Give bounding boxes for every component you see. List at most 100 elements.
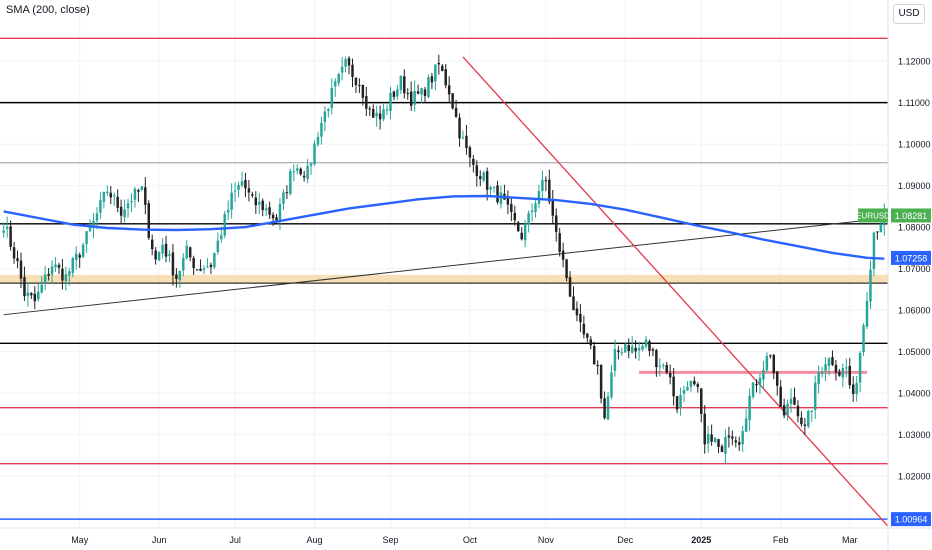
candle-body bbox=[606, 396, 610, 420]
candle-body bbox=[423, 89, 427, 96]
candle-body bbox=[444, 69, 447, 86]
candle-body bbox=[807, 410, 810, 427]
trendline-black[interactable] bbox=[3, 217, 888, 316]
y-tick-label: 1.03000 bbox=[898, 430, 931, 440]
candle-body bbox=[182, 257, 185, 271]
candle-body bbox=[700, 388, 703, 414]
candle-body bbox=[696, 384, 700, 387]
candle-body bbox=[458, 117, 461, 139]
candle-body bbox=[720, 446, 724, 453]
candle-body bbox=[161, 244, 164, 254]
candle-body bbox=[351, 64, 354, 77]
candle-body bbox=[50, 266, 54, 275]
candle-body bbox=[247, 188, 251, 193]
candle-body bbox=[74, 253, 78, 260]
candle-body bbox=[382, 109, 385, 120]
candle-body bbox=[834, 364, 838, 373]
sma-value-tag bbox=[891, 250, 931, 265]
candle-body bbox=[285, 192, 289, 194]
y-tick-label: 1.04000 bbox=[898, 389, 931, 399]
candle-body bbox=[40, 284, 43, 293]
candle-body bbox=[727, 435, 731, 438]
candle-body bbox=[5, 227, 9, 230]
candle-body bbox=[603, 398, 606, 419]
candle-body bbox=[9, 226, 12, 247]
candle-body bbox=[689, 380, 693, 387]
candle-body bbox=[855, 382, 858, 395]
candle-body bbox=[168, 254, 171, 256]
candle-body bbox=[475, 165, 479, 177]
candle-body bbox=[175, 274, 178, 279]
candle-body bbox=[264, 208, 268, 211]
candle-body bbox=[375, 112, 378, 117]
currency-button[interactable]: USD bbox=[893, 4, 925, 24]
candle-body bbox=[648, 341, 651, 351]
candle-body bbox=[879, 224, 883, 233]
candle-body bbox=[682, 390, 686, 394]
candle-body bbox=[109, 192, 113, 198]
candle-body bbox=[561, 250, 565, 260]
candle-body bbox=[140, 186, 144, 190]
candle-body bbox=[772, 354, 776, 374]
candle-body bbox=[130, 201, 133, 203]
candle-body bbox=[492, 186, 496, 188]
candle-body bbox=[838, 371, 841, 376]
candle-body bbox=[251, 194, 254, 196]
candle-body bbox=[872, 232, 876, 269]
candle-body bbox=[337, 73, 340, 84]
support-zone bbox=[0, 274, 888, 284]
candle-body bbox=[575, 308, 579, 316]
candle-body bbox=[572, 296, 575, 311]
candle-body bbox=[137, 190, 140, 192]
candle-body bbox=[534, 203, 537, 212]
candle-body bbox=[554, 215, 558, 232]
candle-body bbox=[537, 191, 541, 204]
candle-body bbox=[147, 203, 151, 238]
candle-body bbox=[820, 371, 824, 374]
candle-body bbox=[354, 77, 358, 86]
candle-body bbox=[178, 270, 182, 281]
candle-body bbox=[710, 434, 713, 442]
candle-body bbox=[2, 230, 5, 233]
candle-body bbox=[403, 76, 406, 94]
candle-body bbox=[461, 137, 465, 139]
candle-body bbox=[479, 176, 482, 179]
candle-body bbox=[299, 168, 302, 175]
candle-body bbox=[420, 88, 423, 95]
trendline-red[interactable] bbox=[462, 56, 889, 527]
candle-body bbox=[865, 300, 869, 327]
candle-body bbox=[862, 325, 865, 353]
candle-body bbox=[775, 371, 779, 386]
candle-body bbox=[106, 191, 109, 194]
grid-layer bbox=[0, 0, 888, 528]
indicator-label[interactable]: SMA (200, close) bbox=[6, 4, 90, 16]
candle-body bbox=[213, 252, 216, 268]
candle-body bbox=[755, 384, 758, 386]
candles-layer bbox=[2, 54, 886, 465]
candle-body bbox=[206, 266, 209, 268]
candle-body bbox=[78, 254, 81, 258]
candle-body bbox=[634, 347, 637, 352]
candle-body bbox=[782, 405, 786, 416]
sma-200-line[interactable] bbox=[3, 194, 885, 260]
candle-body bbox=[254, 197, 258, 206]
candle-body bbox=[465, 135, 468, 149]
candle-body bbox=[789, 398, 793, 404]
candle-body bbox=[392, 91, 396, 97]
candle-body bbox=[665, 365, 668, 373]
candle-body bbox=[323, 111, 327, 122]
candle-body bbox=[157, 251, 161, 261]
candle-body bbox=[596, 364, 599, 367]
candle-body bbox=[313, 143, 316, 165]
candle-body bbox=[548, 179, 551, 202]
candle-body bbox=[64, 274, 68, 282]
candle-body bbox=[347, 58, 351, 66]
candle-body bbox=[668, 373, 672, 378]
y-tick-label: 1.05000 bbox=[898, 347, 931, 357]
candle-body bbox=[240, 181, 244, 186]
candle-body bbox=[92, 220, 95, 229]
candle-body bbox=[216, 240, 220, 252]
candle-body bbox=[199, 268, 202, 271]
candle-body bbox=[851, 384, 855, 395]
